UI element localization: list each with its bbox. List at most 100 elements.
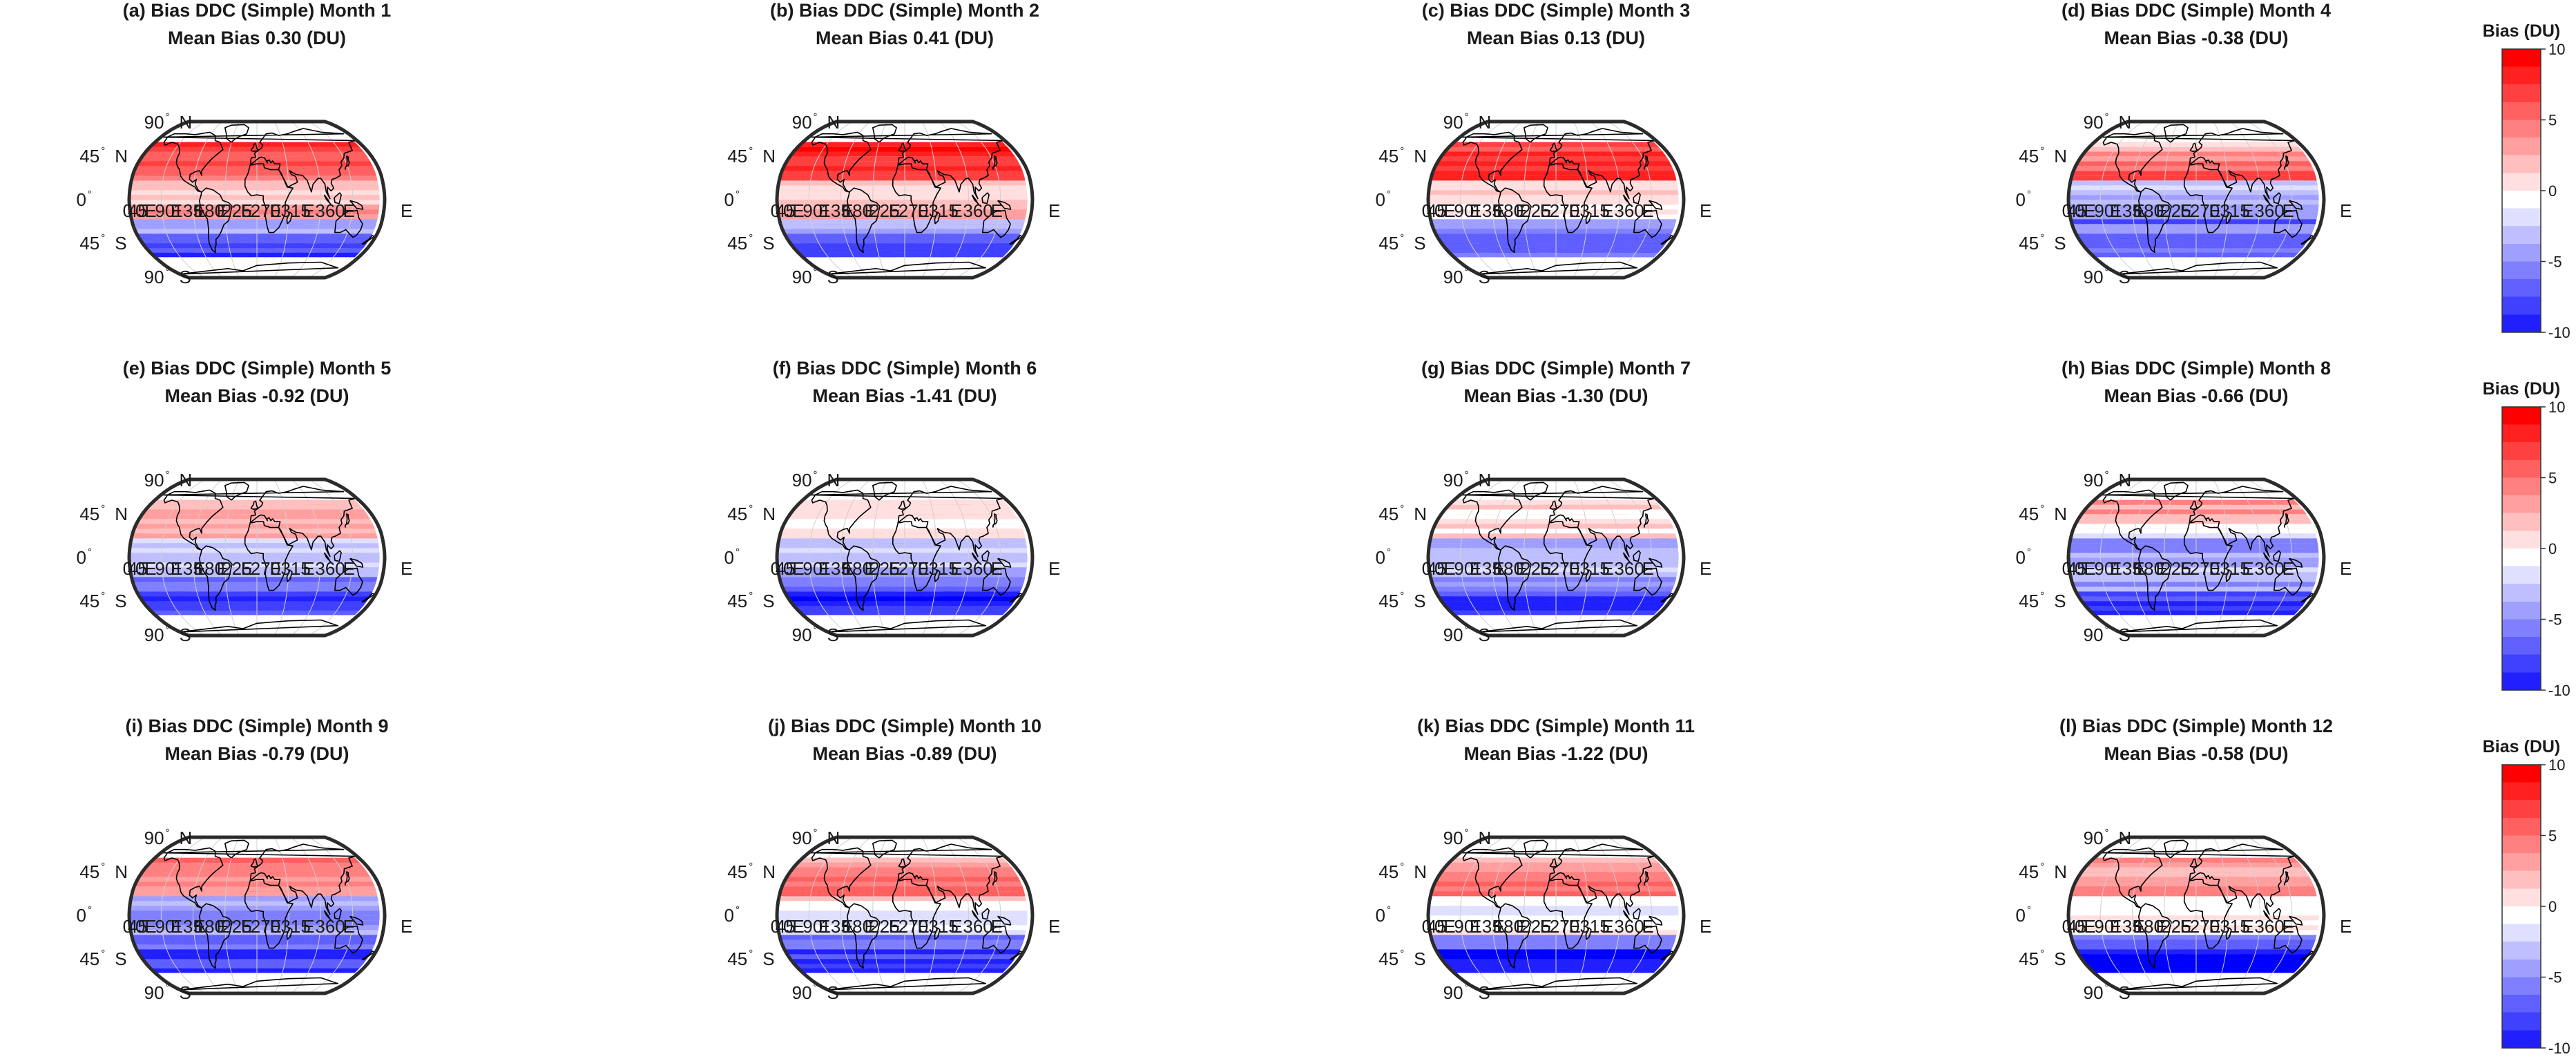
degree-symbol: °	[2105, 111, 2109, 123]
heatmap-cell	[1448, 142, 1659, 147]
degree-symbol: °	[814, 111, 818, 123]
panel-title: (e) Bias DDC (Simple) Month 5	[123, 358, 392, 379]
heatmap-cell	[2069, 180, 2318, 186]
heatmap-cell	[133, 165, 375, 171]
lat-label: 0 °	[1376, 189, 1391, 210]
lat-hemisphere: N	[180, 112, 193, 133]
lat-label: 45 ° S	[79, 232, 126, 254]
heatmap-cell	[2088, 142, 2299, 147]
lat-value: 90	[2084, 267, 2104, 287]
heatmap-cell	[145, 247, 364, 253]
heatmap-cell	[2068, 189, 2319, 195]
lat-value: 90	[1443, 267, 1463, 287]
heatmap-cell	[2077, 238, 2309, 244]
lat-value: 0	[1376, 189, 1385, 210]
heatmap-cell	[149, 610, 360, 616]
lon-tick-label: 360	[2254, 200, 2284, 221]
lat-hemisphere: S	[1414, 233, 1425, 254]
heatmap-cell	[2073, 165, 2314, 171]
lat-value: 45	[1378, 146, 1398, 166]
lon-tick-label: E	[2209, 200, 2220, 221]
panel-title: (b) Bias DDC (Simple) Month 2	[770, 0, 1039, 21]
heatmap-cell	[128, 189, 380, 195]
degree-symbol: °	[101, 232, 105, 244]
lon-tick-label: E	[950, 200, 962, 221]
degree-symbol: °	[2105, 266, 2109, 278]
lat-hemisphere: S	[1479, 267, 1490, 287]
lat-value: 90	[792, 267, 812, 287]
lat-label: 0 °	[77, 189, 92, 210]
heatmap-cell	[780, 223, 1024, 229]
lat-hemisphere: N	[762, 146, 776, 166]
lat-label: 90 ° S	[2084, 266, 2131, 287]
degree-symbol: °	[2040, 232, 2044, 244]
lat-label: 45 ° N	[79, 145, 128, 166]
bias-heatmap	[128, 142, 380, 258]
panel-title: (a) Bias DDC (Simple) Month 1	[123, 0, 392, 21]
lon-tick-label-east: E	[1700, 200, 1711, 221]
lat-label: 90 ° N	[792, 111, 840, 133]
heatmap-cell	[1435, 233, 1672, 239]
bias-heatmap	[128, 499, 380, 616]
lon-tick-label-east: E	[1048, 200, 1060, 221]
lon-tick-label-west: 0	[783, 200, 793, 221]
heatmap-cell	[789, 242, 1015, 249]
lat-label: 90 ° S	[1443, 266, 1490, 287]
lat-value: 45	[2019, 233, 2039, 254]
panel-subtitle: Mean Bias 0.30 (DU)	[168, 28, 346, 48]
heatmap-cell	[1441, 242, 1666, 249]
lon-tick-label: E	[990, 200, 1002, 221]
lat-value: 90	[144, 112, 164, 133]
lon-tick-label: E	[1642, 200, 1653, 221]
heatmap-cell	[149, 252, 360, 258]
map-panel: (b) Bias DDC (Simple) Month 2 Mean Bias 0…	[724, 0, 1061, 287]
lat-hemisphere: N	[2119, 112, 2132, 133]
heatmap-cell	[1428, 189, 1679, 195]
degree-symbol: °	[749, 145, 753, 157]
lat-label: 45 ° N	[727, 145, 776, 166]
degree-symbol: °	[166, 266, 170, 278]
lat-value: 90	[144, 267, 164, 287]
lon-tick-label-east: E	[401, 200, 412, 221]
bias-heatmap	[2068, 142, 2319, 258]
heatmap-cell	[781, 165, 1023, 171]
degree-symbol: °	[166, 111, 170, 123]
lon-tick-label: E	[269, 200, 281, 221]
lon-tick-label-east: E	[2340, 200, 2352, 221]
heatmap-cell	[793, 247, 1012, 253]
heatmap-cell	[149, 142, 360, 147]
lat-hemisphere: N	[2054, 146, 2067, 166]
heatmap-cell	[130, 180, 378, 186]
lat-label: 90 ° S	[144, 266, 191, 287]
panel-subtitle: Mean Bias 0.13 (DU)	[1467, 28, 1645, 48]
heatmap-cell	[138, 238, 370, 244]
lat-value: 45	[79, 146, 99, 166]
lat-hemisphere: S	[2054, 233, 2066, 254]
heatmap-cell	[2081, 242, 2307, 249]
lon-tick-label-west: 0	[2075, 200, 2084, 221]
lat-value: 45	[727, 146, 747, 166]
heatmap-cell	[142, 242, 367, 249]
lat-label: 0 °	[724, 189, 740, 210]
heatmap-cell	[2088, 252, 2299, 258]
heatmap-cell	[1431, 223, 1675, 229]
degree-symbol: °	[1465, 266, 1469, 278]
lat-value: 0	[77, 189, 86, 210]
heatmap-cell	[2075, 233, 2312, 239]
heatmap-cell	[776, 189, 1028, 195]
heatmap-cell	[2084, 247, 2303, 253]
lat-value: 90	[1443, 112, 1463, 133]
lat-value: 0	[724, 189, 734, 210]
lon-tick-label: 360	[315, 200, 345, 221]
heatmap-cell	[1437, 238, 1669, 244]
heatmap-cell	[784, 233, 1021, 239]
panel-subtitle: Mean Bias 0.41 (DU)	[816, 28, 994, 48]
lat-hemisphere: N	[827, 112, 840, 133]
lat-value: 0	[2016, 189, 2026, 210]
lon-tick-label-west: 0	[1434, 200, 1444, 221]
heatmap-cell	[1428, 184, 1678, 191]
degree-symbol: °	[101, 145, 105, 157]
